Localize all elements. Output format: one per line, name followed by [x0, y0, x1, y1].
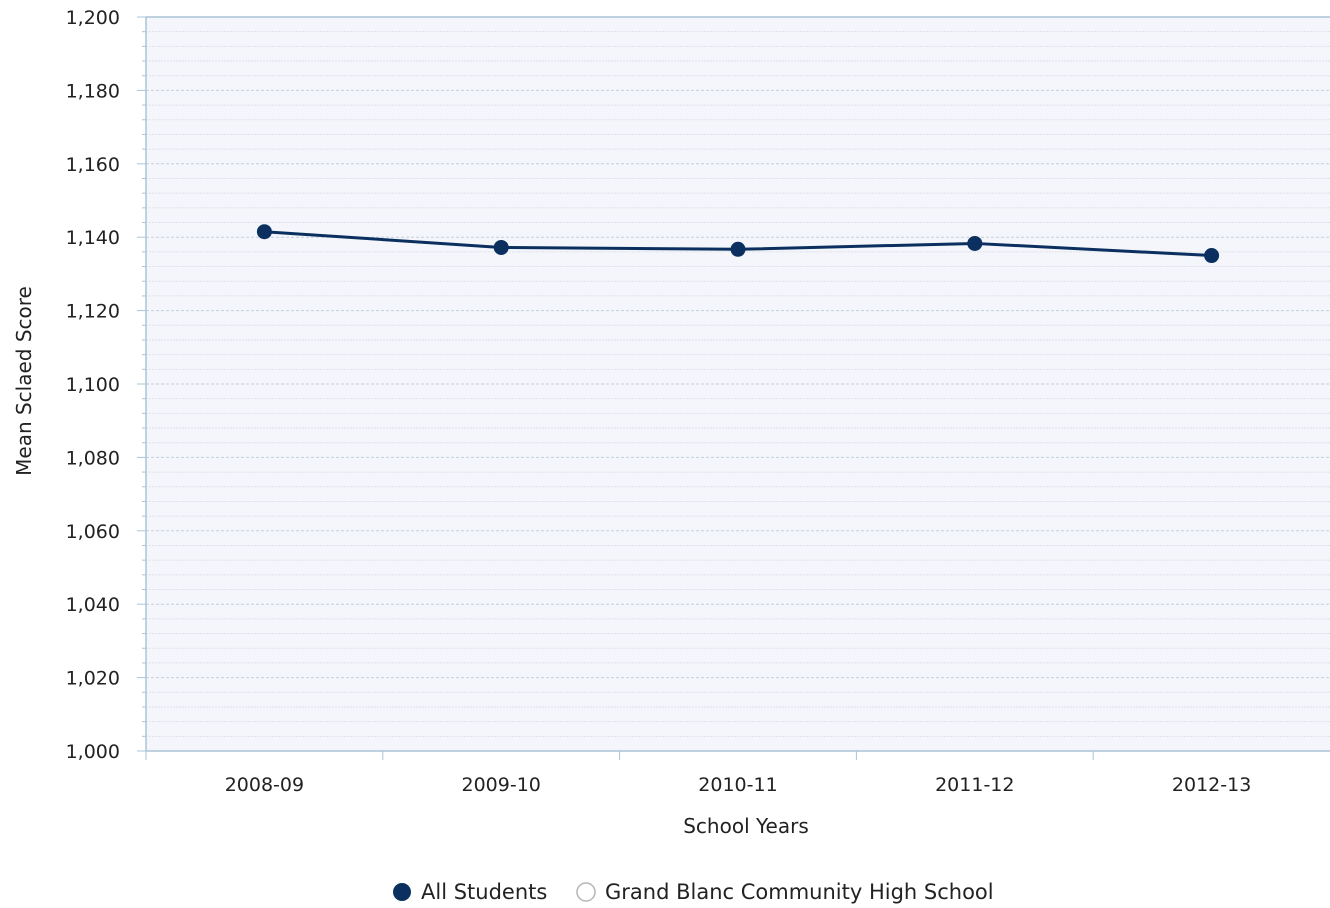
- x-tick-label: 2008-09: [225, 774, 304, 796]
- y-axis: 1,000 1,020 1,040 1,060 1,080 1,100 1,120 1,140…: [66, 7, 1330, 763]
- y-tick-label: 1,200: [66, 7, 120, 29]
- data-point[interactable]: [967, 235, 983, 251]
- legend-label-grand-blanc: Grand Blanc Community High School: [605, 880, 994, 904]
- legend: All Students Grand Blanc Community High …: [393, 880, 994, 904]
- x-axis-title: School Years: [683, 814, 809, 838]
- series-layer: [256, 224, 1220, 264]
- y-tick-label: 1,140: [66, 227, 120, 249]
- y-tick-label: 1,120: [66, 301, 120, 323]
- data-point[interactable]: [256, 224, 272, 240]
- y-tick-label: 1,180: [66, 80, 120, 102]
- y-axis-title: Mean Sclaed Score: [12, 286, 36, 476]
- y-tick-label: 1,020: [66, 668, 120, 690]
- empty-circle-icon: [576, 882, 596, 902]
- x-tick-label: 2011-12: [935, 774, 1014, 796]
- x-tick-label: 2009-10: [462, 774, 541, 796]
- y-tick-label: 1,040: [66, 594, 120, 616]
- legend-label-all-students: All Students: [421, 880, 547, 904]
- x-axis: 2008-09 2009-10 2010-11 2011-12 2012-13: [145, 750, 1330, 796]
- grid-lines: [146, 16, 1330, 737]
- y-tick-label: 1,000: [66, 741, 120, 763]
- y-tick-label: 1,100: [66, 374, 120, 396]
- filled-circle-icon: [393, 883, 411, 901]
- data-point[interactable]: [1204, 248, 1220, 264]
- y-tick-label: 1,060: [66, 521, 120, 543]
- x-tick-label: 2012-13: [1172, 774, 1251, 796]
- data-point[interactable]: [493, 239, 509, 255]
- x-tick-label: 2010-11: [698, 774, 777, 796]
- legend-item-grand-blanc[interactable]: Grand Blanc Community High School: [576, 880, 994, 904]
- y-tick-label: 1,080: [66, 447, 120, 469]
- legend-item-all-students[interactable]: All Students: [393, 880, 547, 904]
- y-tick-label: 1,160: [66, 154, 120, 176]
- data-point[interactable]: [730, 241, 746, 257]
